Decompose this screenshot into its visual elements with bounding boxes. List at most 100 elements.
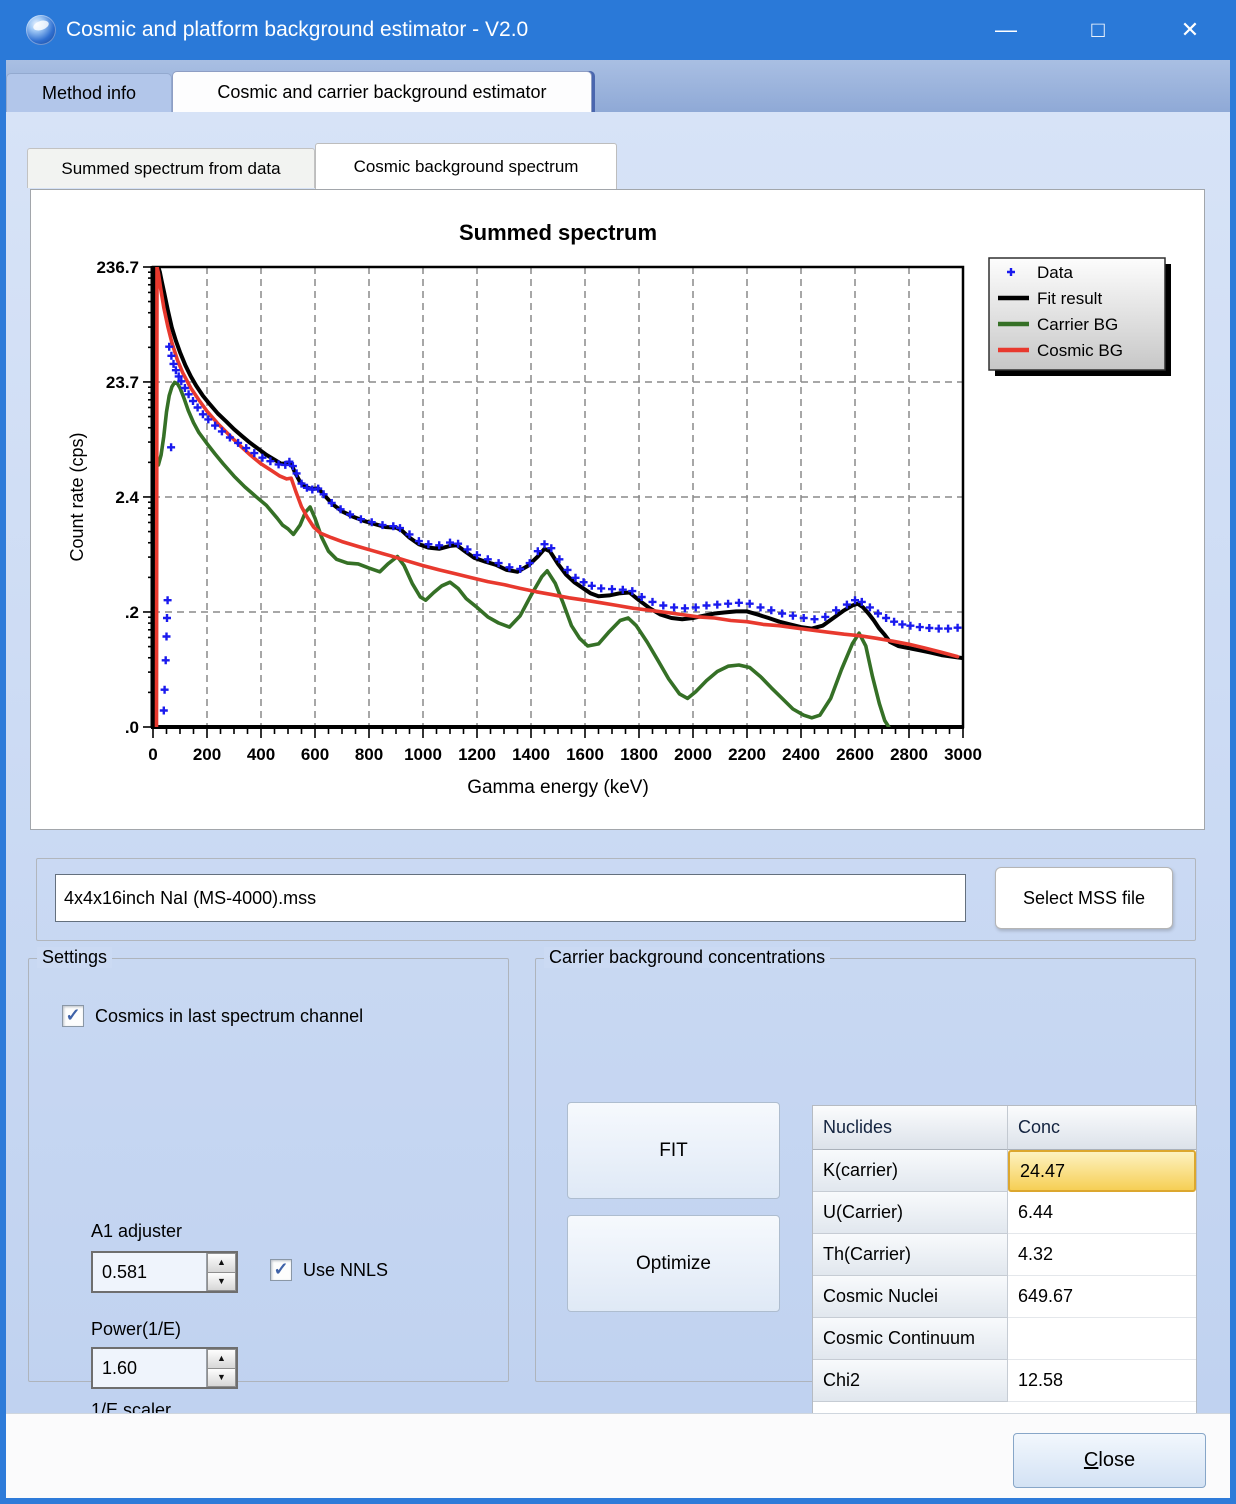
window-border-right	[1230, 60, 1236, 1504]
check-icon: ✓	[273, 1259, 289, 1279]
fit-button[interactable]: FIT	[567, 1102, 780, 1199]
series-fit-result	[156, 267, 963, 661]
a1-adjuster-spinner[interactable]: 0.581 ▲ ▼	[91, 1251, 238, 1293]
svg-text:Fit result: Fit result	[1037, 289, 1102, 308]
window-border-left	[0, 60, 6, 1504]
nuclide-cell-2[interactable]: Th(Carrier)	[813, 1234, 1008, 1276]
settings-group-title: Settings	[37, 947, 113, 968]
nuclide-cell-4[interactable]: Cosmic Continuum	[813, 1318, 1008, 1360]
spinner-down-icon[interactable]: ▼	[207, 1271, 236, 1291]
close-button[interactable]: Close	[1013, 1433, 1206, 1488]
check-icon: ✓	[65, 1005, 81, 1025]
minimize-icon[interactable]: —	[995, 17, 1017, 42]
svg-text:2200: 2200	[728, 745, 766, 764]
close-window-icon[interactable]: ✕	[1180, 17, 1200, 42]
optimize-button[interactable]: Optimize	[567, 1215, 780, 1312]
svg-text:.0: .0	[125, 718, 139, 737]
table-row: Cosmic Nuclei 649.67	[813, 1276, 1196, 1318]
conc-cell-2[interactable]: 4.32	[1008, 1234, 1196, 1276]
select-mss-file-button[interactable]: Select MSS file	[995, 867, 1173, 929]
nnls-checkbox-row: ✓ Use NNLS	[270, 1259, 388, 1281]
power-value[interactable]: 1.60	[93, 1349, 207, 1387]
chart-title: Summed spectrum	[459, 220, 657, 245]
spectrum-chart: 0 200 400 600 800 1000 1200 1400 1600 1800 2000 220…	[67, 220, 1171, 798]
power-spinner-buttons: ▲ ▼	[207, 1349, 236, 1387]
table-row: Th(Carrier) 4.32	[813, 1234, 1196, 1276]
conc-cell-5[interactable]: 12.58	[1008, 1360, 1196, 1402]
power-spinner[interactable]: 1.60 ▲ ▼	[91, 1347, 238, 1389]
table-row: Chi2 12.58	[813, 1360, 1196, 1402]
nuclide-cell-1[interactable]: U(Carrier)	[813, 1192, 1008, 1234]
svg-text:1600: 1600	[566, 745, 604, 764]
a1-spinner-buttons: ▲ ▼	[207, 1253, 236, 1291]
main-tab-strip: Method info Cosmic and carrier backgroun…	[0, 60, 1236, 112]
chart-panel: 0 200 400 600 800 1000 1200 1400 1600 1800 2000 220…	[30, 189, 1205, 830]
cosmics-checkbox[interactable]: ✓	[62, 1005, 84, 1027]
svg-text:1200: 1200	[458, 745, 496, 764]
svg-text:.2: .2	[125, 603, 139, 622]
axis-tick-labels: 0 200 400 600 800 1000 1200 1400 1600 1800 2000 220…	[96, 258, 981, 764]
app-icon	[26, 15, 56, 45]
title-bar[interactable]: Cosmic and platform background estimator…	[0, 0, 1236, 60]
nuclide-cell-3[interactable]: Cosmic Nuclei	[813, 1276, 1008, 1318]
svg-text:2.4: 2.4	[115, 488, 139, 507]
file-row-group	[36, 858, 1196, 941]
carrier-group: Carrier background concentrations FIT Op…	[535, 947, 1197, 1431]
a1-adjuster-label: A1 adjuster	[91, 1221, 183, 1241]
svg-text:0: 0	[148, 745, 157, 764]
spinner-up-icon[interactable]: ▲	[207, 1349, 236, 1368]
header-conc[interactable]: Conc	[1008, 1106, 1196, 1150]
chart-legend: Data Fit result Carrier BG Cosmic BG	[988, 257, 1171, 376]
use-nnls-checkbox[interactable]: ✓	[270, 1259, 292, 1281]
carrier-group-title: Carrier background concentrations	[544, 947, 831, 968]
maximize-icon[interactable]: □	[1091, 17, 1105, 42]
x-axis-label: Gamma energy (keV)	[467, 777, 649, 798]
svg-text:2800: 2800	[890, 745, 928, 764]
subtab-cosmic-background-spectrum[interactable]: Cosmic background spectrum	[315, 143, 617, 189]
svg-text:236.7: 236.7	[96, 258, 139, 277]
grid-lines	[153, 267, 963, 727]
a1-adjuster-value[interactable]: 0.581	[93, 1253, 207, 1291]
nuclide-cell-0[interactable]: K(carrier)	[813, 1150, 1008, 1192]
svg-text:800: 800	[355, 745, 383, 764]
y-axis-label: Count rate (cps)	[67, 432, 87, 561]
conc-cell-4[interactable]	[1008, 1318, 1196, 1360]
power-label: Power(1/E)	[91, 1319, 182, 1339]
mss-filename-input[interactable]	[55, 874, 966, 922]
svg-text:600: 600	[301, 745, 329, 764]
tab-page: Summed spectrum from data Cosmic backgro…	[6, 112, 1230, 1469]
svg-text:1400: 1400	[512, 745, 550, 764]
svg-text:2600: 2600	[836, 745, 874, 764]
header-nuclides[interactable]: Nuclides	[813, 1106, 1008, 1150]
subtab-summed-spectrum-from-data[interactable]: Summed spectrum from data	[27, 148, 315, 188]
cosmics-checkbox-row: ✓ Cosmics in last spectrum channel	[62, 1005, 363, 1027]
spinner-up-icon[interactable]: ▲	[207, 1253, 236, 1272]
tab-method-info[interactable]: Method info	[6, 73, 172, 112]
window-border-bottom	[0, 1498, 1236, 1504]
svg-text:Cosmic BG: Cosmic BG	[1037, 341, 1123, 360]
window-title: Cosmic and platform background estimator…	[66, 18, 529, 41]
table-header: Nuclides Conc	[813, 1106, 1196, 1150]
spinner-down-icon[interactable]: ▼	[207, 1367, 236, 1387]
conc-cell-1[interactable]: 6.44	[1008, 1192, 1196, 1234]
axis-ticks	[143, 266, 964, 738]
tab-cosmic-carrier-estimator[interactable]: Cosmic and carrier background estimator	[172, 71, 592, 112]
concentration-table: Nuclides Conc K(carrier) 24.47 U(Carrier…	[812, 1105, 1197, 1431]
table-row: Cosmic Continuum	[813, 1318, 1196, 1360]
legend-marker-data	[1007, 268, 1015, 276]
svg-text:2400: 2400	[782, 745, 820, 764]
conc-cell-3[interactable]: 649.67	[1008, 1276, 1196, 1318]
series-carrier-bg	[156, 380, 891, 727]
table-row: U(Carrier) 6.44	[813, 1192, 1196, 1234]
nuclide-cell-5[interactable]: Chi2	[813, 1360, 1008, 1402]
svg-text:3000: 3000	[944, 745, 982, 764]
table-row: K(carrier) 24.47	[813, 1150, 1196, 1192]
svg-text:23.7: 23.7	[106, 373, 139, 392]
svg-text:2000: 2000	[674, 745, 712, 764]
settings-group: Settings ✓ Cosmics in last spectrum chan…	[28, 947, 509, 1469]
conc-cell-0[interactable]: 24.47	[1008, 1150, 1196, 1192]
svg-text:1800: 1800	[620, 745, 658, 764]
series-data-markers	[159, 342, 962, 715]
series-group	[154, 267, 963, 727]
